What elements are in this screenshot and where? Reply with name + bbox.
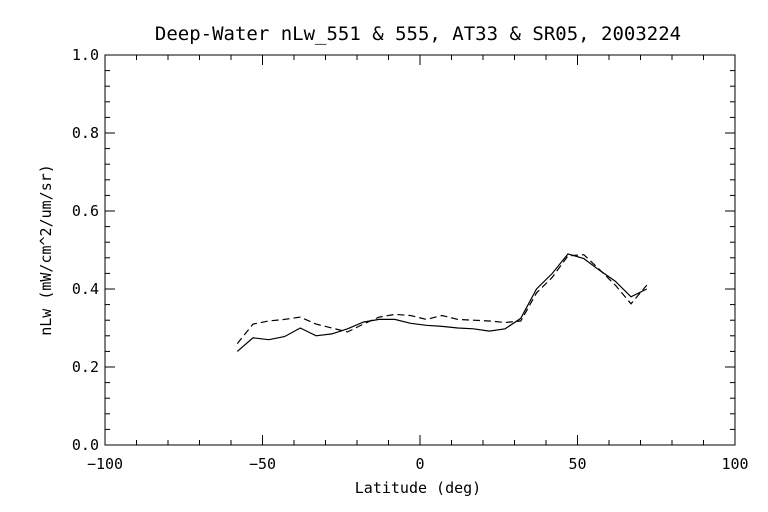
x-tick-label: −100 bbox=[87, 455, 123, 473]
y-tick-label: 1.0 bbox=[72, 46, 99, 64]
x-tick-label: 50 bbox=[568, 455, 586, 473]
axis-ticks bbox=[104, 54, 736, 446]
chart-title: Deep-Water nLw_551 & 555, AT33 & SR05, 2… bbox=[155, 23, 681, 45]
x-tick-labels: −100 −50 0 50 100 bbox=[87, 455, 749, 473]
plot-frame bbox=[104, 54, 736, 446]
series-line-dashed bbox=[236, 254, 648, 344]
y-axis-label: nLw (mW/cm^2/um/sr) bbox=[37, 164, 55, 336]
x-tick-label: 0 bbox=[415, 455, 424, 473]
y-tick-label: 0.2 bbox=[72, 358, 99, 376]
series-layer bbox=[236, 253, 648, 352]
y-tick-label: 0.4 bbox=[72, 280, 99, 298]
y-tick-label: 0.8 bbox=[72, 124, 99, 142]
y-tick-labels: 0.0 0.2 0.4 0.6 0.8 1.0 bbox=[72, 46, 99, 454]
y-tick-label: 0.0 bbox=[72, 436, 99, 454]
series-line-solid bbox=[236, 253, 648, 352]
x-tick-label: 100 bbox=[721, 455, 748, 473]
x-axis-label: Latitude (deg) bbox=[355, 479, 481, 497]
x-tick-label: −50 bbox=[249, 455, 276, 473]
y-tick-label: 0.6 bbox=[72, 202, 99, 220]
